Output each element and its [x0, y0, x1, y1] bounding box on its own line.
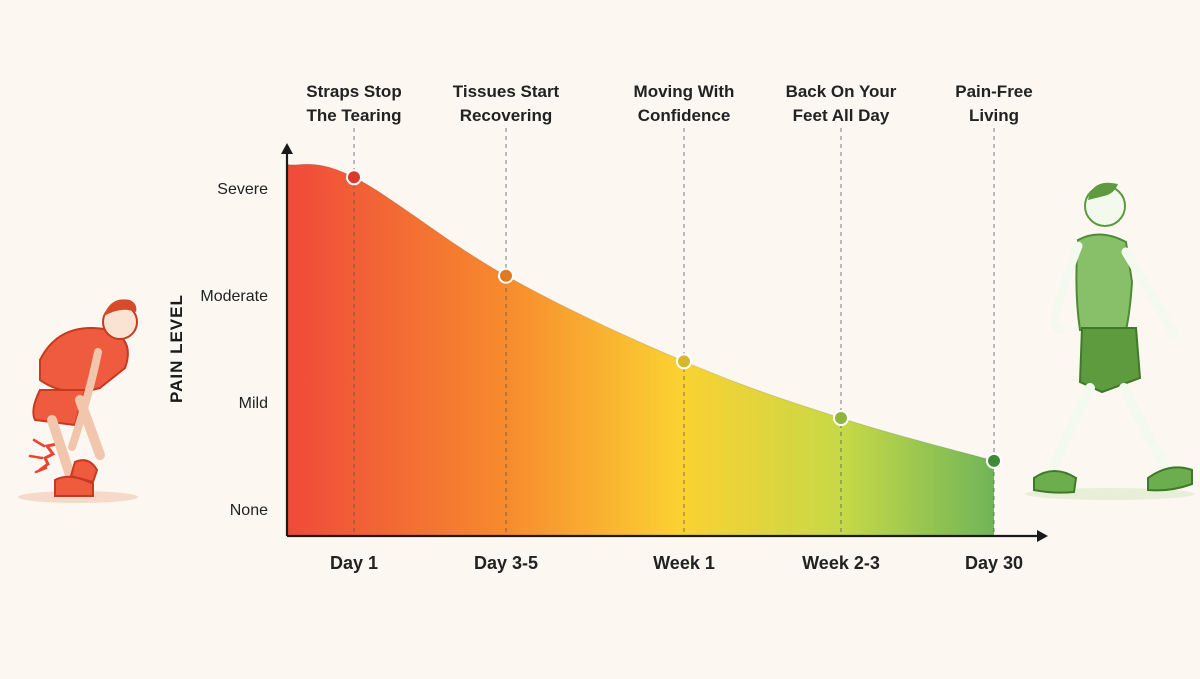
x-tick-label: Day 30 — [965, 553, 1023, 573]
milestone-label: Pain-Free — [955, 82, 1032, 101]
y-axis — [281, 143, 293, 536]
milestone-label: The Tearing — [306, 106, 401, 125]
data-point-marker — [498, 267, 514, 284]
milestone-label: Straps Stop — [306, 82, 401, 101]
data-point-marker — [346, 169, 362, 186]
milestone-label: Feet All Day — [793, 106, 890, 125]
y-axis-title: PAIN LEVEL — [167, 294, 186, 403]
milestone-label: Moving With — [634, 82, 735, 101]
x-tick-label: Week 1 — [653, 553, 715, 573]
x-axis — [287, 530, 1048, 542]
x-tick-label: Week 2-3 — [802, 553, 880, 573]
person-in-pain-illustration — [18, 299, 138, 503]
milestone-label: Living — [969, 106, 1019, 125]
milestone-label: Recovering — [460, 106, 553, 125]
data-point-marker — [676, 353, 692, 370]
pain-area — [288, 164, 994, 536]
milestone-label: Back On Your — [786, 82, 897, 101]
y-tick-label: Severe — [217, 181, 268, 198]
data-point-marker — [833, 410, 849, 427]
milestone-label: Confidence — [638, 106, 731, 125]
y-tick-label: Mild — [239, 395, 268, 412]
person-walking-illustration — [1025, 182, 1195, 500]
x-tick-label: Day 3-5 — [474, 553, 538, 573]
x-tick-label: Day 1 — [330, 553, 378, 573]
y-tick-label: None — [230, 502, 268, 519]
milestone-label: Tissues Start — [453, 82, 560, 101]
y-tick-label: Moderate — [200, 288, 268, 305]
data-point-marker — [986, 452, 1002, 469]
